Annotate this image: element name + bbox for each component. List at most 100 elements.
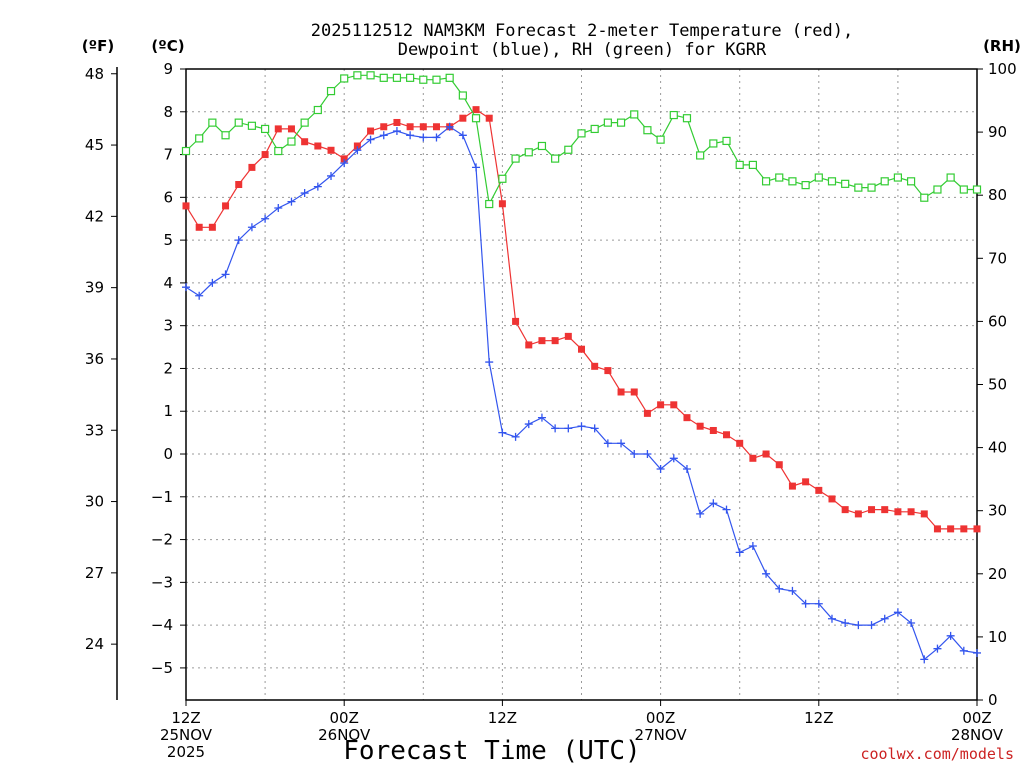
rh-point	[761, 177, 771, 186]
dewpoint-point	[445, 122, 454, 131]
temperature-point	[723, 431, 731, 439]
temperature-point	[208, 223, 216, 231]
temperature-point	[670, 401, 678, 409]
x-axis-label: Forecast Time (UTC)	[343, 736, 640, 766]
rh-point	[537, 141, 547, 151]
temperature-point	[512, 317, 520, 325]
temperature-point	[380, 123, 388, 131]
rh-point	[682, 114, 692, 123]
rh-tick-label: 20	[988, 565, 1007, 583]
dewpoint-point	[287, 197, 296, 206]
plot-frame	[185, 68, 978, 701]
temperature-point	[248, 163, 256, 171]
rh-point	[551, 154, 560, 163]
rh-point	[498, 174, 507, 183]
temperature-point	[683, 414, 691, 422]
dewpoint-point	[682, 464, 691, 473]
temperature-point	[432, 123, 440, 131]
dewpoint-point	[709, 499, 718, 508]
dewpoint-point	[630, 450, 639, 459]
dewpoint-point	[458, 131, 467, 140]
temperature-point	[274, 125, 282, 133]
dewpoint-point	[472, 163, 481, 172]
celsius-tick-label: −1	[151, 488, 173, 506]
temperature-point	[907, 508, 915, 516]
rh-point	[616, 118, 626, 127]
dewpoint-point	[841, 618, 850, 627]
dewpoint-point	[327, 171, 336, 180]
temperature-point	[854, 510, 862, 518]
dewpoint-point	[432, 133, 441, 142]
celsius-tick-label: 3	[163, 317, 173, 335]
temperature-point	[828, 495, 836, 503]
dewpoint-point	[814, 599, 823, 608]
celsius-tick-label: 8	[163, 103, 173, 121]
celsius-tick-label: −3	[151, 573, 173, 591]
temperature-point	[498, 200, 506, 208]
rh-point	[920, 193, 929, 202]
dewpoint-point	[537, 413, 546, 422]
dewpoint-point	[551, 424, 560, 433]
dewpoint-point	[827, 614, 836, 623]
rh-tick-label: 30	[988, 502, 1007, 520]
temperature-point	[947, 525, 955, 533]
rh-point	[669, 110, 678, 120]
rh-point	[471, 114, 481, 123]
temperature-point	[775, 461, 783, 469]
fahrenheit-tick-label: 45	[85, 136, 104, 154]
temperature-point	[287, 125, 295, 133]
dewpoint-point	[762, 569, 771, 578]
dewpoint-point	[590, 424, 599, 433]
rh-tick-label: 60	[988, 312, 1007, 330]
temperature-point	[353, 142, 361, 150]
celsius-tick-label: −2	[151, 531, 173, 549]
temperature-point	[195, 223, 203, 231]
rh-point	[366, 71, 375, 80]
rh-point	[195, 134, 204, 143]
rh-point	[709, 139, 718, 148]
temperature-point	[802, 478, 810, 486]
dewpoint-point	[247, 223, 256, 232]
series-temperature	[182, 106, 981, 533]
celsius-unit-label: (ºC)	[151, 37, 184, 55]
rh-point	[379, 73, 388, 82]
temperature-point	[894, 508, 902, 516]
temperature-point	[472, 106, 480, 114]
dewpoint-point	[946, 631, 955, 640]
dewpoint-point	[182, 283, 190, 292]
temperature-point	[327, 146, 335, 154]
temperature-point	[643, 409, 651, 417]
axes	[116, 67, 978, 701]
chart-title-line-1: 2025112512 NAM3KM Forecast 2-meter Tempe…	[311, 21, 853, 41]
celsius-tick-label: 6	[163, 188, 173, 206]
temperature-point	[235, 181, 243, 189]
x-tick-label: 28NOV	[951, 726, 1004, 744]
dewpoint-point	[313, 182, 322, 191]
celsius-tick-label: 7	[163, 146, 173, 164]
temperature-point	[538, 337, 546, 345]
x-tick-label: 00Z	[646, 709, 675, 727]
dewpoint-point	[801, 599, 810, 608]
x-tick-label: 26NOV	[318, 726, 371, 744]
tick-labels: 9876543210−1−2−3−4−548454239363330272410…	[85, 60, 1017, 761]
rh-tick-label: 40	[988, 439, 1007, 457]
temperature-point	[749, 454, 757, 462]
rh-point	[775, 173, 784, 182]
temperature-point	[788, 482, 796, 490]
temperature-point	[367, 127, 375, 135]
dewpoint-point	[340, 159, 349, 168]
dewpoint-point	[933, 644, 942, 653]
dewpoint-point	[485, 358, 494, 367]
fahrenheit-unit-label: (ºF)	[82, 37, 114, 55]
rh-point	[458, 91, 467, 100]
temperature-point	[604, 367, 612, 375]
dewpoint-point	[735, 548, 744, 557]
celsius-tick-label: 5	[163, 231, 173, 249]
fahrenheit-tick-label: 30	[85, 493, 104, 511]
temperature-point	[261, 151, 269, 159]
dewpoint-point	[748, 541, 757, 550]
fahrenheit-tick-label: 33	[85, 421, 104, 439]
x-tick-label: 12Z	[488, 709, 517, 727]
rh-point	[485, 199, 494, 209]
temperature-point	[960, 525, 968, 533]
